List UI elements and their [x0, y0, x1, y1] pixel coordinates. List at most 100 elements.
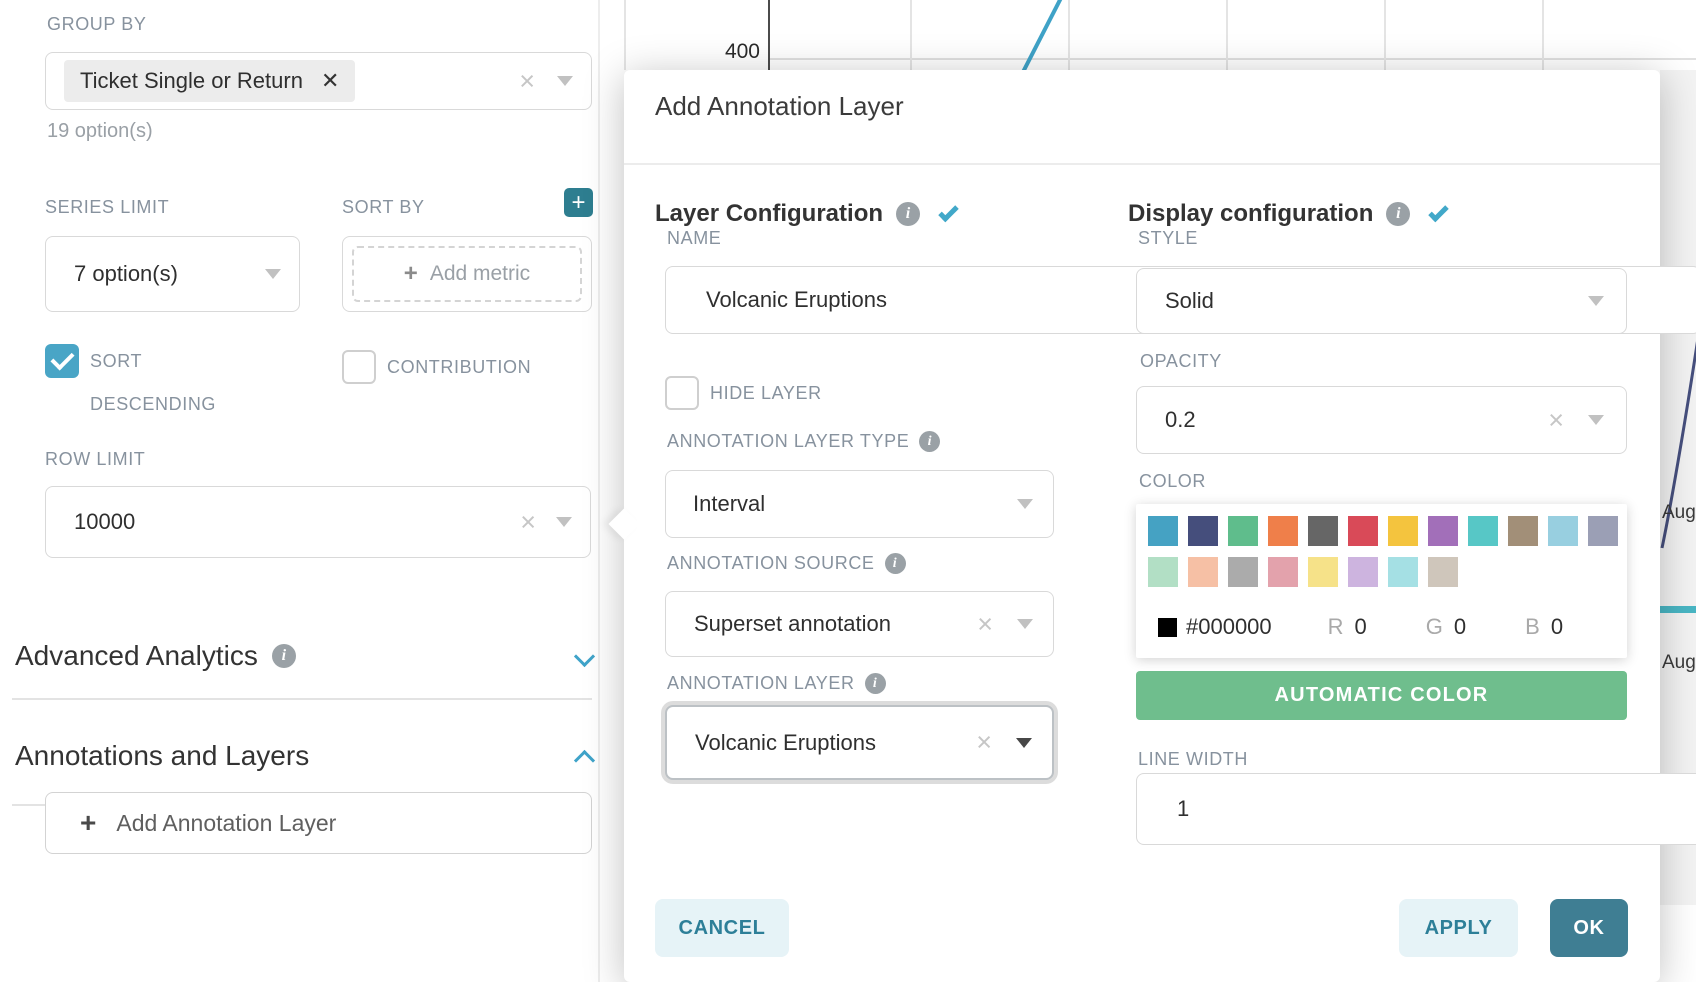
add-metric-dropzone[interactable]: + Add metric: [352, 246, 582, 302]
panel-right-border: [598, 0, 600, 982]
tag-remove-icon[interactable]: ✕: [320, 68, 340, 93]
color-swatch[interactable]: [1188, 557, 1218, 587]
caret-down-icon[interactable]: [557, 76, 573, 86]
apply-button[interactable]: APPLY: [1399, 899, 1518, 957]
chart-gridline: [770, 58, 1696, 60]
annotation-layer-type-label: ANNOTATION LAYER TYPE i: [667, 431, 941, 452]
color-swatch[interactable]: [1348, 557, 1378, 587]
sort-by-metric-box[interactable]: + Add metric: [342, 236, 592, 312]
group-by-select[interactable]: Ticket Single or Return ✕ ×: [45, 52, 592, 110]
color-swatch[interactable]: [1148, 516, 1178, 546]
caret-down-icon[interactable]: [1017, 499, 1033, 509]
caret-down-icon[interactable]: [1017, 619, 1033, 629]
style-select[interactable]: Solid: [1136, 268, 1627, 334]
add-annotation-layer-modal: Add Annotation Layer Layer Configuration…: [608, 70, 1696, 982]
color-swatch[interactable]: [1388, 557, 1418, 587]
sort-descending-checkbox[interactable]: [45, 344, 79, 378]
color-swatch[interactable]: [1308, 557, 1338, 587]
add-annotation-layer-button-label: Add Annotation Layer: [116, 809, 337, 836]
caret-down-icon[interactable]: [1588, 296, 1604, 306]
chart-gridline: [1384, 0, 1386, 70]
chevron-up-icon[interactable]: [573, 749, 596, 771]
annotation-layer-value: Volcanic Eruptions: [695, 729, 876, 755]
ok-button[interactable]: OK: [1550, 899, 1628, 957]
group-by-options-hint: 19 option(s): [47, 120, 153, 142]
hide-layer-checkbox[interactable]: [665, 376, 699, 410]
plus-icon: +: [403, 260, 418, 287]
sort-descending-option[interactable]: SORT DESCENDING: [45, 344, 260, 426]
clear-icon[interactable]: ×: [976, 727, 992, 757]
chevron-down-icon[interactable]: [573, 645, 596, 667]
color-swatch[interactable]: [1268, 557, 1298, 587]
color-swatch[interactable]: [1508, 516, 1538, 546]
color-swatch[interactable]: [1428, 557, 1458, 587]
caret-down-icon[interactable]: [1016, 737, 1032, 748]
color-swatch[interactable]: [1148, 557, 1178, 587]
display-configuration-header: Display configuration i: [1128, 200, 1450, 228]
automatic-color-button[interactable]: AUTOMATIC COLOR: [1136, 671, 1627, 720]
add-metric-plus-button[interactable]: +: [564, 188, 593, 217]
style-value: Solid: [1165, 288, 1214, 313]
group-by-tag[interactable]: Ticket Single or Return ✕: [64, 60, 356, 102]
color-swatch[interactable]: [1588, 516, 1618, 546]
annotation-layer-type-select[interactable]: Interval: [665, 470, 1054, 538]
contribution-checkbox[interactable]: [342, 350, 376, 384]
info-icon: i: [1386, 202, 1411, 226]
blue-label: B: [1525, 614, 1540, 639]
annotation-layer-type-value: Interval: [693, 491, 766, 516]
info-icon: i: [864, 673, 886, 694]
contribution-option[interactable]: CONTRIBUTION: [342, 350, 602, 389]
hide-layer-option[interactable]: HIDE LAYER: [665, 376, 1025, 410]
color-swatch[interactable]: [1548, 516, 1578, 546]
caret-down-icon[interactable]: [265, 269, 281, 279]
sort-by-label: SORT BY: [342, 197, 425, 217]
chart-gridline: [624, 0, 626, 70]
color-swatch[interactable]: [1308, 516, 1338, 546]
color-swatch[interactable]: [1348, 516, 1378, 546]
plus-icon: +: [80, 807, 97, 838]
clear-icon[interactable]: ×: [520, 506, 536, 537]
color-swatch[interactable]: [1188, 516, 1218, 546]
advanced-analytics-title: Advanced Analytics: [15, 640, 258, 671]
display-configuration-title: Display configuration: [1128, 200, 1374, 227]
info-icon: i: [884, 553, 906, 574]
annotations-layers-section-header[interactable]: Annotations and Layers: [15, 740, 596, 772]
color-hex-row: #000000 R 0 G 0 B 0: [1158, 614, 1563, 640]
blue-value[interactable]: 0: [1550, 614, 1564, 639]
opacity-label: OPACITY: [1140, 351, 1222, 371]
caret-down-icon[interactable]: [1588, 415, 1604, 425]
valid-check-icon: [938, 201, 959, 223]
color-swatch[interactable]: [1428, 516, 1458, 546]
layer-configuration-header: Layer Configuration i: [655, 200, 959, 228]
color-swatch[interactable]: [1268, 516, 1298, 546]
advanced-analytics-section-header[interactable]: Advanced Analytics i: [15, 640, 596, 672]
chart-background-area: [1660, 70, 1696, 905]
clear-icon[interactable]: ×: [519, 65, 535, 96]
red-label: R: [1327, 614, 1344, 639]
chart-gridline: [910, 0, 912, 70]
hex-value[interactable]: #000000: [1186, 614, 1272, 639]
clear-icon[interactable]: ×: [1548, 404, 1564, 435]
red-value[interactable]: 0: [1354, 614, 1367, 639]
color-swatch[interactable]: [1228, 557, 1258, 587]
annotation-layer-label-text: ANNOTATION LAYER: [667, 673, 855, 693]
color-swatch[interactable]: [1388, 516, 1418, 546]
add-annotation-layer-button[interactable]: + Add Annotation Layer: [45, 792, 592, 854]
annotation-source-select[interactable]: Superset annotation ×: [665, 591, 1054, 657]
current-color-chip: [1158, 617, 1177, 637]
green-value[interactable]: 0: [1453, 614, 1467, 639]
line-width-label: LINE WIDTH: [1138, 749, 1249, 769]
color-swatch[interactable]: [1228, 516, 1258, 546]
caret-down-icon[interactable]: [556, 517, 572, 527]
section-divider: [12, 698, 592, 700]
annotation-layer-select[interactable]: Volcanic Eruptions ×: [665, 705, 1054, 780]
chart-gridline: [1226, 0, 1228, 70]
color-swatch-row: [1148, 516, 1618, 546]
row-limit-select[interactable]: 10000 ×: [45, 486, 591, 558]
clear-icon[interactable]: ×: [977, 608, 993, 639]
line-width-input[interactable]: [1136, 773, 1696, 845]
color-swatch[interactable]: [1468, 516, 1498, 546]
series-limit-select[interactable]: 7 option(s): [45, 236, 300, 312]
cancel-button[interactable]: CANCEL: [655, 899, 789, 957]
opacity-select[interactable]: 0.2 ×: [1136, 386, 1627, 454]
